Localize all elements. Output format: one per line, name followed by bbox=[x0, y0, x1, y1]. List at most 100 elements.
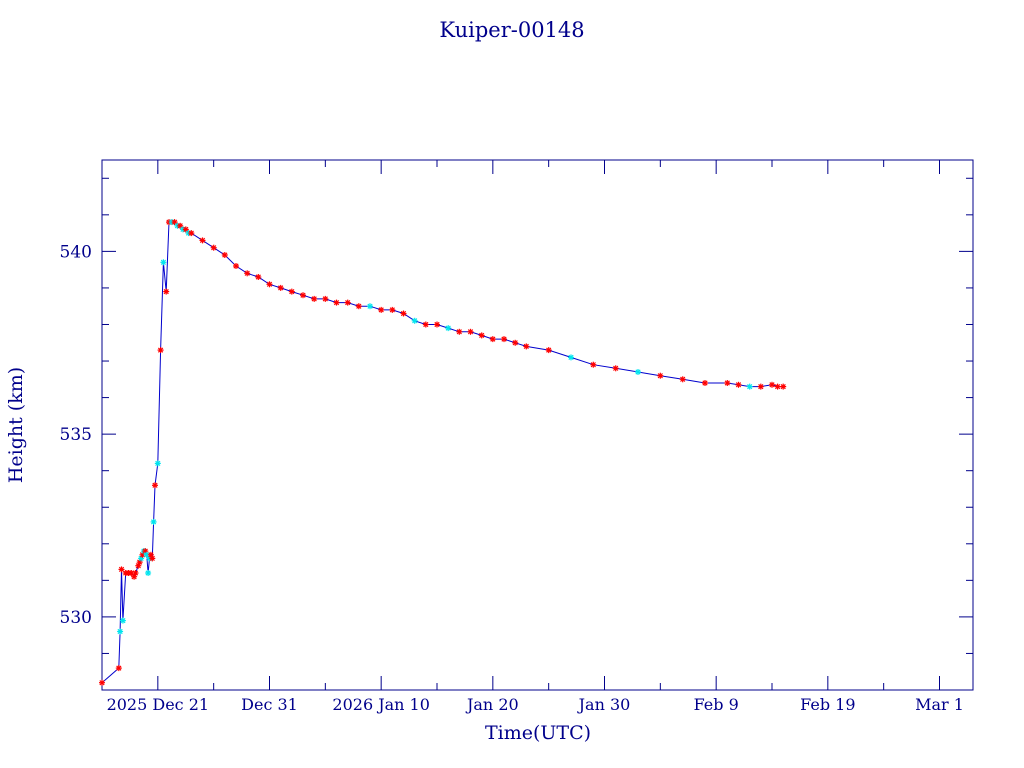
marker-stroke bbox=[345, 299, 351, 306]
y-tick-labels: 530 535 540 bbox=[60, 242, 92, 628]
data-point bbox=[344, 299, 351, 306]
marker-stroke bbox=[356, 303, 362, 309]
data-point bbox=[322, 295, 329, 302]
marker-stroke bbox=[501, 336, 507, 342]
y-tick-label: 535 bbox=[60, 425, 92, 445]
marker-stroke bbox=[118, 566, 125, 573]
data-point bbox=[233, 263, 239, 269]
data-point bbox=[115, 665, 122, 672]
data-point bbox=[171, 219, 178, 226]
data-point bbox=[333, 299, 340, 306]
data-point bbox=[119, 617, 126, 624]
y-tick-label: 540 bbox=[60, 242, 92, 262]
marker-stroke bbox=[144, 552, 150, 558]
marker-stroke bbox=[199, 237, 206, 244]
data-point bbox=[266, 281, 273, 288]
marker-stroke bbox=[132, 570, 139, 576]
x-tick-label: Jan 30 bbox=[577, 695, 631, 714]
marker-stroke bbox=[117, 628, 123, 635]
marker-stroke bbox=[183, 226, 189, 233]
data-point bbox=[501, 336, 507, 343]
marker-stroke bbox=[635, 369, 641, 375]
data-point bbox=[774, 383, 781, 390]
marker-stroke bbox=[512, 340, 518, 346]
data-point bbox=[411, 317, 418, 324]
marker-stroke bbox=[378, 307, 384, 313]
data-point bbox=[456, 328, 463, 335]
marker-stroke bbox=[747, 383, 753, 390]
y-tick-label: 530 bbox=[60, 608, 92, 628]
data-point bbox=[434, 321, 440, 328]
data-point bbox=[145, 570, 152, 576]
marker-stroke bbox=[155, 460, 161, 467]
marker-stroke bbox=[769, 382, 775, 388]
data-point bbox=[724, 380, 731, 386]
data-point bbox=[512, 339, 519, 346]
marker-stroke bbox=[148, 552, 154, 558]
data-point bbox=[568, 354, 574, 361]
data-point bbox=[99, 679, 105, 686]
marker-stroke bbox=[152, 482, 158, 488]
marker-stroke bbox=[266, 281, 273, 287]
data-point bbox=[149, 555, 156, 562]
marker-stroke bbox=[278, 285, 284, 291]
marker-stroke bbox=[423, 321, 429, 328]
marker-stroke bbox=[680, 376, 686, 382]
data-point bbox=[132, 570, 139, 576]
data-point bbox=[746, 383, 753, 390]
marker-stroke bbox=[157, 347, 164, 353]
marker-stroke bbox=[613, 365, 619, 371]
data-point bbox=[445, 325, 452, 332]
marker-stroke bbox=[289, 288, 295, 295]
marker-stroke bbox=[116, 665, 122, 671]
marker-stroke bbox=[456, 329, 462, 335]
marker-stroke bbox=[150, 519, 157, 525]
data-point bbox=[612, 365, 619, 372]
marker-stroke bbox=[702, 380, 708, 386]
data-point bbox=[757, 383, 764, 390]
data-point bbox=[244, 270, 251, 277]
data-point bbox=[735, 381, 742, 388]
marker-stroke bbox=[177, 223, 183, 229]
data-point bbox=[378, 306, 385, 313]
x-tick-label: Dec 31 bbox=[241, 695, 298, 714]
data-point bbox=[523, 343, 530, 350]
data-point bbox=[188, 230, 195, 237]
data-point bbox=[288, 288, 295, 295]
data-point bbox=[300, 292, 306, 299]
data-point bbox=[478, 332, 485, 339]
y-axis-label: Height (km) bbox=[5, 367, 27, 483]
data-point bbox=[150, 518, 157, 525]
data-point bbox=[118, 566, 125, 573]
plot-frame bbox=[101, 159, 974, 691]
marker-stroke bbox=[311, 296, 317, 302]
marker-stroke bbox=[160, 259, 167, 265]
data-point bbox=[277, 284, 284, 291]
data-point bbox=[769, 381, 775, 388]
marker-stroke bbox=[188, 230, 194, 236]
marker-stroke bbox=[657, 373, 663, 379]
marker-stroke bbox=[568, 354, 574, 361]
marker-stroke bbox=[128, 570, 134, 576]
marker-stroke bbox=[222, 252, 228, 258]
data-point bbox=[160, 259, 167, 266]
marker-stroke bbox=[145, 570, 151, 576]
x-tick-label: 2026 Jan 10 bbox=[332, 695, 430, 714]
marker-stroke bbox=[99, 680, 105, 686]
x-axis-label: Time(UTC) bbox=[485, 722, 591, 744]
data-point bbox=[702, 380, 708, 386]
marker-stroke bbox=[774, 383, 781, 390]
marker-stroke bbox=[758, 383, 764, 390]
marker-stroke bbox=[142, 548, 148, 554]
marker-stroke bbox=[163, 288, 169, 295]
marker-stroke bbox=[300, 292, 306, 298]
marker-stroke bbox=[523, 343, 529, 350]
marker-stroke bbox=[467, 329, 474, 335]
marker-stroke bbox=[389, 307, 395, 313]
height-series-line bbox=[101, 221, 784, 684]
data-point bbox=[154, 460, 161, 467]
data-point bbox=[635, 369, 641, 375]
data-point bbox=[311, 295, 318, 302]
marker-stroke bbox=[412, 318, 418, 324]
x-tick-labels: 2025 Dec 21 Dec 31 2026 Jan 10 Jan 20 Jan 30… bbox=[107, 695, 964, 714]
